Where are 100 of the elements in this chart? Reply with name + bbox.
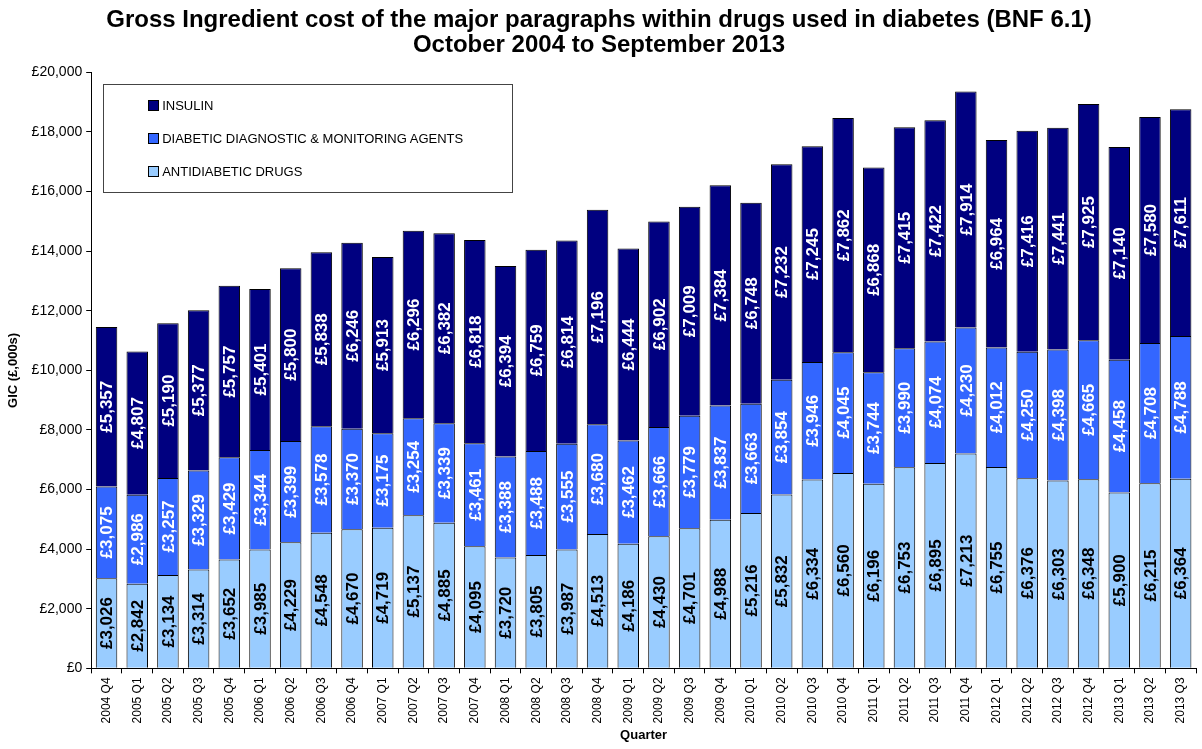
data-label: £3,663 bbox=[741, 432, 761, 485]
data-label: £7,914 bbox=[956, 182, 976, 236]
data-label: £6,560 bbox=[833, 544, 853, 597]
data-label: £5,838 bbox=[312, 313, 332, 366]
data-label: £6,964 bbox=[987, 217, 1007, 270]
x-tick-label: 2010 Q1 bbox=[743, 677, 758, 724]
x-tick-label: 2005 Q4 bbox=[221, 677, 236, 724]
data-label: £5,216 bbox=[741, 564, 761, 617]
data-label: £6,814 bbox=[557, 315, 577, 369]
data-label: £6,334 bbox=[803, 547, 823, 600]
x-tick-label: 2012 Q4 bbox=[1080, 677, 1095, 724]
data-label: £6,246 bbox=[342, 309, 362, 362]
x-tick-label: 2006 Q3 bbox=[313, 677, 328, 724]
data-label: £2,986 bbox=[127, 513, 147, 566]
x-tick-label: 2007 Q1 bbox=[375, 677, 390, 724]
data-label: £4,074 bbox=[925, 375, 945, 429]
data-label: £4,229 bbox=[281, 579, 301, 632]
data-label: £6,818 bbox=[465, 315, 485, 368]
data-label: £5,913 bbox=[373, 319, 393, 372]
y-tick-label: £8,000 bbox=[39, 420, 83, 437]
data-label: £6,394 bbox=[496, 334, 516, 388]
x-tick-label: 2011 Q3 bbox=[927, 677, 942, 723]
x-tick-label: 2007 Q3 bbox=[436, 677, 451, 724]
x-axis-title: Quarter bbox=[620, 726, 668, 742]
x-tick-label: 2009 Q1 bbox=[620, 677, 635, 724]
data-label: £7,232 bbox=[772, 245, 792, 298]
data-label: £6,759 bbox=[526, 324, 546, 377]
data-label: £3,461 bbox=[465, 468, 485, 521]
y-tick-label: £0 bbox=[66, 659, 83, 676]
x-tick-label: 2008 Q4 bbox=[589, 677, 604, 724]
data-label: £5,900 bbox=[1109, 554, 1129, 607]
data-label: £6,444 bbox=[618, 317, 638, 371]
data-label: £7,416 bbox=[1017, 215, 1037, 268]
data-label: £4,788 bbox=[1171, 381, 1191, 434]
y-axis-title: GIC (£,000s) bbox=[5, 332, 21, 408]
data-label: £3,946 bbox=[803, 394, 823, 447]
data-label: £6,382 bbox=[434, 302, 454, 355]
x-tick-label: 2009 Q3 bbox=[681, 677, 696, 724]
data-label: £5,832 bbox=[772, 555, 792, 608]
data-label: £3,666 bbox=[649, 455, 669, 508]
data-label: £3,429 bbox=[219, 482, 239, 535]
data-label: £3,075 bbox=[97, 506, 117, 559]
data-label: £3,257 bbox=[158, 500, 178, 553]
data-label: £7,245 bbox=[803, 228, 823, 281]
data-label: £4,045 bbox=[833, 386, 853, 439]
data-label: £3,744 bbox=[864, 401, 884, 454]
data-label: £5,401 bbox=[250, 343, 270, 396]
data-label: £3,680 bbox=[588, 453, 608, 506]
data-label: £3,488 bbox=[526, 477, 546, 530]
data-label: £5,137 bbox=[404, 565, 424, 618]
y-tick-label: £4,000 bbox=[39, 540, 83, 557]
data-label: £4,885 bbox=[434, 569, 454, 622]
data-label: £3,399 bbox=[281, 465, 301, 518]
data-label: £3,652 bbox=[219, 587, 239, 640]
data-label: £5,190 bbox=[158, 374, 178, 427]
x-tick-label: 2008 Q2 bbox=[528, 677, 543, 724]
data-label: £6,303 bbox=[1048, 548, 1068, 601]
data-label: £3,254 bbox=[404, 440, 424, 493]
data-label: £3,329 bbox=[189, 494, 209, 547]
x-tick-label: 2011 Q2 bbox=[896, 677, 911, 723]
data-label: £3,837 bbox=[711, 436, 731, 489]
data-label: £7,213 bbox=[956, 534, 976, 587]
x-tick-label: 2011 Q1 bbox=[866, 677, 881, 723]
x-tick-label: 2013 Q1 bbox=[1111, 677, 1126, 724]
x-tick-label: 2008 Q3 bbox=[559, 677, 574, 724]
x-tick-label: 2009 Q2 bbox=[651, 677, 666, 724]
y-tick-label: £10,000 bbox=[31, 361, 83, 378]
data-label: £4,807 bbox=[127, 397, 147, 450]
x-tick-label: 2007 Q2 bbox=[405, 677, 420, 724]
data-label: £6,748 bbox=[741, 277, 761, 330]
data-label: £4,548 bbox=[312, 574, 332, 627]
chart-title: Gross Ingredient cost of the major paragraphs within drugs used in diabetes (BNF 6.1) bbox=[106, 5, 1092, 33]
data-label: £7,009 bbox=[680, 285, 700, 338]
data-label: £4,988 bbox=[711, 567, 731, 620]
legend-label: INSULIN bbox=[162, 98, 214, 114]
data-label: £5,357 bbox=[97, 380, 117, 433]
data-label: £7,384 bbox=[711, 268, 731, 322]
data-label: £7,580 bbox=[1140, 203, 1160, 256]
data-label: £4,701 bbox=[680, 572, 700, 625]
x-tick-label: 2013 Q3 bbox=[1172, 677, 1187, 724]
y-tick-label: £6,000 bbox=[39, 480, 83, 497]
data-label: £4,398 bbox=[1048, 389, 1068, 442]
data-label: £6,364 bbox=[1171, 546, 1191, 600]
x-tick-label: 2005 Q3 bbox=[190, 677, 205, 724]
data-label: £4,186 bbox=[618, 579, 638, 632]
x-tick-label: 2010 Q3 bbox=[804, 677, 819, 724]
data-label: £4,230 bbox=[956, 364, 976, 417]
y-tick-label: £12,000 bbox=[31, 301, 83, 318]
x-tick-label: 2012 Q1 bbox=[988, 677, 1003, 724]
x-tick-label: 2011 Q4 bbox=[958, 677, 973, 723]
data-label: £7,441 bbox=[1048, 212, 1068, 265]
data-label: £3,990 bbox=[895, 381, 915, 434]
y-tick-label: £16,000 bbox=[31, 182, 83, 199]
data-label: £7,862 bbox=[833, 209, 853, 262]
data-label: £3,344 bbox=[250, 473, 270, 526]
legend-label: ANTIDIABETIC DRUGS bbox=[162, 164, 303, 180]
data-label: £3,339 bbox=[434, 447, 454, 500]
x-tick-label: 2006 Q2 bbox=[283, 677, 297, 724]
data-label: £6,753 bbox=[895, 541, 915, 594]
data-label: £2,842 bbox=[127, 599, 147, 652]
